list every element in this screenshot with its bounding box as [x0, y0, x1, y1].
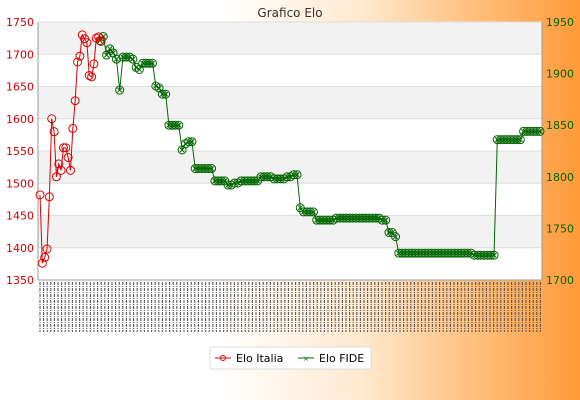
- data-point: [381, 215, 391, 225]
- left-tick-label: 1550: [6, 145, 34, 158]
- legend-label: Elo Italia: [236, 352, 283, 365]
- left-tick-label: 1350: [6, 274, 34, 287]
- data-point: [63, 152, 73, 162]
- series-elo-fide: [95, 31, 545, 260]
- series-line: [39, 33, 102, 264]
- legend-swatch-marker: [220, 355, 226, 361]
- right-tick-label: 1850: [546, 119, 574, 132]
- data-point: [161, 89, 171, 99]
- data-point: [111, 54, 121, 64]
- data-point: [89, 59, 99, 69]
- data-point: [58, 143, 68, 153]
- legend: Elo Italia × Elo FIDE: [209, 346, 372, 370]
- data-point: [61, 143, 71, 153]
- right-tick-label: 1750: [546, 222, 574, 235]
- data-point: [98, 31, 108, 41]
- data-point: [47, 114, 57, 124]
- data-point: [174, 120, 184, 130]
- legend-swatch-marker: ×: [303, 355, 309, 363]
- plot-axes: [37, 22, 543, 281]
- data-point: [51, 172, 61, 182]
- data-point: [70, 96, 80, 106]
- left-tick-label: 1400: [6, 242, 34, 255]
- legend-item-elo-italia: Elo Italia: [215, 352, 283, 365]
- data-point: [292, 170, 302, 180]
- data-point: [207, 164, 217, 174]
- legend-item-elo-fide: × Elo FIDE: [298, 352, 364, 365]
- left-axis-ticks: 1350 1400 1450 1500 1550 1600 1650 1700 1750: [6, 16, 34, 287]
- series-elo-italia: [35, 30, 106, 268]
- data-point: [75, 51, 85, 61]
- data-point: [91, 33, 101, 43]
- data-point: [96, 36, 106, 46]
- x-axis-labels: [39, 282, 541, 332]
- chart-title: Grafico Elo: [257, 6, 322, 20]
- data-point: [49, 127, 59, 137]
- data-point: [87, 72, 97, 82]
- right-axis-ticks: 1700 1750 1800 1850 1900 1950: [546, 16, 574, 287]
- left-tick-label: 1700: [6, 48, 34, 61]
- data-point: [68, 123, 78, 133]
- data-point: [391, 232, 401, 242]
- data-point: [42, 244, 52, 254]
- data-point: [84, 71, 94, 81]
- data-point: [44, 192, 54, 202]
- plot-band: [38, 151, 542, 184]
- data-point: [128, 54, 138, 64]
- data-point: [56, 165, 66, 175]
- data-point: [73, 57, 83, 67]
- plot-band: [38, 22, 542, 55]
- legend-box: [209, 346, 372, 370]
- data-point: [66, 165, 75, 175]
- right-tick-label: 1950: [546, 16, 574, 29]
- plot-band: [38, 86, 542, 119]
- data-point: [82, 38, 92, 48]
- left-tick-label: 1650: [6, 81, 34, 94]
- data-point: [148, 58, 158, 68]
- data-point: [187, 137, 197, 147]
- data-point: [535, 126, 545, 136]
- legend-label: Elo FIDE: [319, 352, 364, 365]
- right-tick-label: 1800: [546, 171, 574, 184]
- data-point: [515, 135, 525, 145]
- left-tick-label: 1500: [6, 177, 34, 190]
- right-tick-label: 1700: [546, 274, 574, 287]
- left-tick-label: 1750: [6, 16, 34, 29]
- data-point: [54, 159, 64, 169]
- data-point: [94, 32, 104, 42]
- data-point: [40, 252, 50, 262]
- data-point: [37, 258, 47, 268]
- left-tick-label: 1450: [6, 210, 34, 223]
- right-tick-label: 1900: [546, 68, 574, 81]
- plot-band: [38, 215, 542, 248]
- data-point: [35, 190, 45, 200]
- left-tick-label: 1600: [6, 113, 34, 126]
- data-point: [115, 85, 125, 95]
- data-point: [308, 207, 318, 217]
- data-point: [489, 250, 499, 260]
